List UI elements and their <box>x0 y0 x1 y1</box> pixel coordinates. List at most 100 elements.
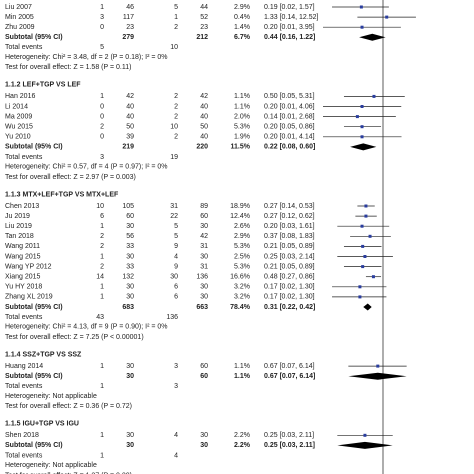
cell-e2: 4 <box>174 253 178 260</box>
subtotal-diamond <box>359 33 386 41</box>
cell-weight: 1.1% <box>234 93 250 100</box>
subtotal-label: Subtotal (95% CI) <box>5 144 63 151</box>
cell-e2: 5 <box>174 4 178 11</box>
cell-n1: 30 <box>126 373 134 380</box>
cell-e1: 1 <box>100 223 104 230</box>
cell-e1: 3 <box>100 14 104 21</box>
cell-n2: 30 <box>200 284 208 291</box>
subtotal-label: Subtotal (95% CI) <box>5 34 63 41</box>
cell-e1: 3 <box>100 154 104 161</box>
cell-e2: 2 <box>174 93 178 100</box>
cell-n1: 56 <box>126 233 134 240</box>
effect-square <box>363 255 367 258</box>
effect-square <box>358 295 362 299</box>
cell-e1: 1 <box>100 253 104 260</box>
cell-n1: 42 <box>126 93 134 100</box>
cell-n1: 132 <box>122 274 134 281</box>
effect-square <box>364 204 368 208</box>
effect-square <box>359 5 363 9</box>
study-name: Wang 2011 <box>5 243 40 250</box>
ci-label: 0.27 [0.14, 0.53] <box>264 203 315 210</box>
cell-weight: 3.2% <box>234 294 250 301</box>
ci-label: 0.37 [0.08, 1.83] <box>264 233 315 240</box>
cell-e2: 9 <box>174 243 178 250</box>
ci-label: 0.25 [0.03, 2.11] <box>264 442 315 449</box>
ci-label: 0.25 [0.03, 2.14] <box>264 253 315 260</box>
study-name: Chen 2013 <box>5 203 39 210</box>
cell-n1: 279 <box>122 34 134 41</box>
ci-label: 1.33 [0.14, 12.52] <box>264 14 319 21</box>
cell-weight: 78.4% <box>230 304 251 311</box>
cell-n1: 30 <box>126 432 134 439</box>
cell-e1: 2 <box>100 263 104 270</box>
cell-e2: 6 <box>174 294 178 301</box>
cell-n1: 683 <box>122 304 134 311</box>
study-name: Wang YP 2012 <box>5 263 52 270</box>
cell-e2: 10 <box>170 44 178 51</box>
cell-n1: 60 <box>126 213 134 220</box>
study-name: Xiang 2015 <box>5 274 41 281</box>
ci-label: 0.20 [0.01, 4.14] <box>264 134 315 141</box>
cell-e2: 3 <box>174 363 178 370</box>
cell-n1: 33 <box>126 243 134 250</box>
cell-n1: 30 <box>126 284 134 291</box>
cell-n1: 30 <box>126 442 134 449</box>
cell-e1: 1 <box>100 383 104 390</box>
effect-square <box>358 285 362 289</box>
cell-e1: 10 <box>96 203 104 210</box>
ci-label: 0.21 [0.05, 0.89] <box>264 263 315 270</box>
total-events-label: Total events <box>5 383 43 390</box>
heterogeneity: Heterogeneity: Chi² = 4.13, df = 9 (P = … <box>5 324 168 331</box>
overall-effect: Test for overall effect: Z = 7.25 (P < 0… <box>5 334 144 341</box>
cell-n1: 117 <box>123 14 134 21</box>
cell-e2: 1 <box>174 14 178 21</box>
cell-n1: 30 <box>126 223 134 230</box>
effect-square <box>360 135 364 139</box>
cell-n2: 220 <box>196 144 208 151</box>
cell-weight: 18.9% <box>230 203 250 210</box>
study-name: Yu 2010 <box>5 134 31 141</box>
cell-n1: 50 <box>126 124 134 131</box>
cell-n1: 40 <box>126 103 134 110</box>
study-name: Zhang XL 2019 <box>5 294 53 301</box>
cell-n1: 30 <box>126 294 134 301</box>
ci-label: 0.17 [0.02, 1.30] <box>264 284 315 291</box>
cell-e2: 4 <box>174 432 178 439</box>
cell-n1: 33 <box>126 263 134 270</box>
cell-e2: 2 <box>174 134 178 141</box>
cell-e1: 1 <box>100 93 104 100</box>
section-header: 1.1.3 MTX+LEF+TGP VS MTX+LEF <box>5 191 119 198</box>
cell-e2: 2 <box>174 24 178 31</box>
effect-square <box>360 224 364 228</box>
cell-n1: 23 <box>126 24 134 31</box>
cell-n2: 31 <box>200 243 208 250</box>
cell-weight: 2.0% <box>234 113 250 120</box>
cell-weight: 2.5% <box>234 253 250 260</box>
cell-e1: 1 <box>100 363 104 370</box>
cell-n2: 23 <box>200 24 208 31</box>
cell-n2: 212 <box>196 34 208 41</box>
cell-weight: 3.2% <box>234 284 250 291</box>
effect-square <box>360 125 364 129</box>
cell-n2: 60 <box>200 213 208 220</box>
effect-square <box>363 433 367 437</box>
cell-weight: 1.1% <box>234 363 250 370</box>
study-name: Li 2014 <box>5 103 28 110</box>
cell-e1: 14 <box>96 274 104 281</box>
effect-square <box>361 244 365 248</box>
ci-label: 0.44 [0.16, 1.22] <box>264 34 315 41</box>
cell-e2: 9 <box>174 263 178 270</box>
cell-n2: 40 <box>200 134 208 141</box>
ci-label: 0.27 [0.12, 0.62] <box>264 213 315 220</box>
cell-weight: 6.7% <box>234 34 251 41</box>
cell-n2: 30 <box>200 442 208 449</box>
cell-e2: 5 <box>174 233 178 240</box>
cell-weight: 12.4% <box>230 213 250 220</box>
ci-label: 0.31 [0.22, 0.42] <box>264 304 315 311</box>
cell-e1: 1 <box>100 432 104 439</box>
cell-n1: 46 <box>126 4 134 11</box>
study-name: Han 2016 <box>5 93 35 100</box>
cell-e1: 43 <box>96 314 104 321</box>
heterogeneity: Heterogeneity: Not applicable <box>5 462 97 469</box>
total-events-label: Total events <box>5 154 43 161</box>
